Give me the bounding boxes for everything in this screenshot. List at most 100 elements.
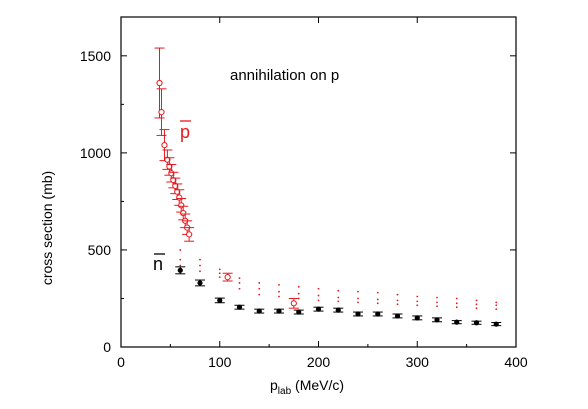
dotted-point <box>455 297 458 300</box>
series-pbar <box>154 47 299 309</box>
x-axis-label: plab (MeV/c) <box>270 377 344 397</box>
dotted-point <box>337 289 340 292</box>
data-point <box>276 308 282 314</box>
dotted-point <box>199 270 201 273</box>
series-nbar <box>175 266 502 327</box>
x-tick-label: 300 <box>406 354 430 370</box>
x-tick-label: 100 <box>208 354 232 370</box>
dotted-point <box>455 306 458 309</box>
data-point <box>174 188 181 195</box>
data-point <box>414 315 420 321</box>
dotted-point <box>278 295 280 298</box>
data-point <box>375 311 381 317</box>
dotted-point <box>396 299 399 302</box>
dotted-point <box>357 301 359 304</box>
dotted-point <box>455 302 458 305</box>
dotted-point <box>179 258 182 261</box>
dotted-point <box>396 293 399 296</box>
data-point <box>355 311 361 317</box>
svg-text:n: n <box>153 254 163 274</box>
data-point <box>156 79 163 87</box>
dotted-point <box>396 303 399 306</box>
data-point <box>170 176 177 184</box>
data-point <box>158 109 165 116</box>
dotted-point <box>278 283 280 286</box>
data-point <box>172 182 179 189</box>
x-tick-label: 400 <box>504 354 528 370</box>
data-point <box>454 319 460 325</box>
data-point <box>290 300 297 307</box>
svg-text:p: p <box>180 122 190 142</box>
series-label-nbar: n <box>153 253 165 274</box>
dotted-point <box>436 301 438 304</box>
dotted-point <box>297 292 300 295</box>
data-point <box>335 307 341 313</box>
data-point <box>197 280 203 286</box>
data-point <box>186 231 193 238</box>
dotted-point <box>436 296 438 299</box>
dotted-point <box>218 272 221 275</box>
dotted-point <box>475 303 478 306</box>
data-point <box>394 313 401 319</box>
y-axis-label: cross section (mb) <box>39 171 55 285</box>
dotted-point <box>317 287 320 290</box>
dotted-point <box>376 302 379 305</box>
dotted-point <box>495 301 498 304</box>
dotted-points-layer <box>179 249 498 311</box>
dotted-point <box>357 290 359 293</box>
data-point <box>315 306 322 312</box>
data-point <box>166 163 173 170</box>
dotted-point <box>376 291 379 294</box>
dotted-point <box>376 298 379 301</box>
dotted-point <box>199 258 201 261</box>
data-point <box>164 156 171 163</box>
data-point <box>217 297 223 304</box>
dotted-point <box>416 295 419 298</box>
dotted-point <box>218 268 221 271</box>
data-point <box>296 309 302 315</box>
data-point <box>434 317 440 323</box>
dotted-point <box>238 282 241 284</box>
dotted-point <box>317 294 320 297</box>
dotted-point <box>179 249 182 251</box>
dotted-point <box>258 287 261 290</box>
y-tick-label: 1000 <box>80 145 111 161</box>
dotted-point <box>238 287 241 290</box>
dotted-point <box>495 304 498 307</box>
dotted-point <box>475 307 478 310</box>
dotted-point <box>357 297 359 300</box>
dotted-point <box>436 305 438 308</box>
data-point <box>256 308 262 314</box>
svg-text:cross section (mb): cross section (mb) <box>39 171 55 285</box>
dotted-point <box>337 300 340 303</box>
dotted-point <box>475 299 478 302</box>
x-tick-label: 200 <box>307 354 331 370</box>
y-tick-label: 500 <box>88 242 112 258</box>
data-point <box>224 274 231 281</box>
annotation-text: annihilation on p <box>230 67 339 84</box>
series-layer <box>154 47 502 327</box>
dotted-point <box>337 296 340 299</box>
series-label-pbar: p <box>180 120 191 142</box>
dotted-point <box>416 300 419 303</box>
dotted-point <box>238 277 241 279</box>
dotted-point <box>495 308 498 311</box>
dotted-point <box>317 299 320 302</box>
dotted-point <box>199 264 201 267</box>
data-point <box>236 304 243 310</box>
dotted-point <box>218 276 221 279</box>
dotted-point <box>258 282 261 284</box>
y-tick-label: 0 <box>103 339 111 355</box>
data-point <box>493 321 499 327</box>
dotted-point <box>278 290 280 293</box>
dotted-point <box>258 293 261 296</box>
axis-ticks: 0 100 200 300 400 0 500 1000 1500 <box>80 17 528 370</box>
y-tick-label: 1500 <box>80 48 111 64</box>
dotted-point <box>297 285 300 288</box>
dotted-point <box>416 304 419 307</box>
x-tick-label: 0 <box>117 354 125 370</box>
data-point <box>161 142 168 149</box>
dotted-point <box>179 264 182 267</box>
data-point <box>177 267 183 273</box>
